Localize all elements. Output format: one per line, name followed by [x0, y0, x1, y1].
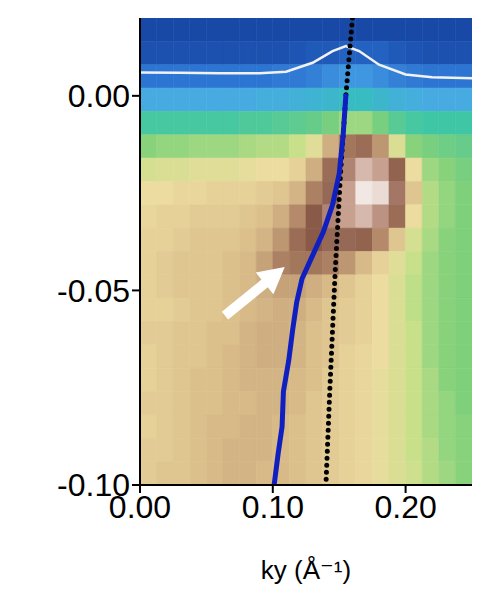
svg-text:-0.05: -0.05 — [57, 273, 130, 309]
svg-text:0.00: 0.00 — [68, 78, 130, 114]
svg-text:0.20: 0.20 — [374, 489, 436, 525]
svg-text:ky (Å⁻¹): ky (Å⁻¹) — [261, 555, 351, 585]
svg-text:0.00: 0.00 — [108, 488, 172, 525]
svg-text:0.10: 0.10 — [242, 489, 304, 525]
svg-text:-0.10: -0.10 — [57, 467, 130, 503]
